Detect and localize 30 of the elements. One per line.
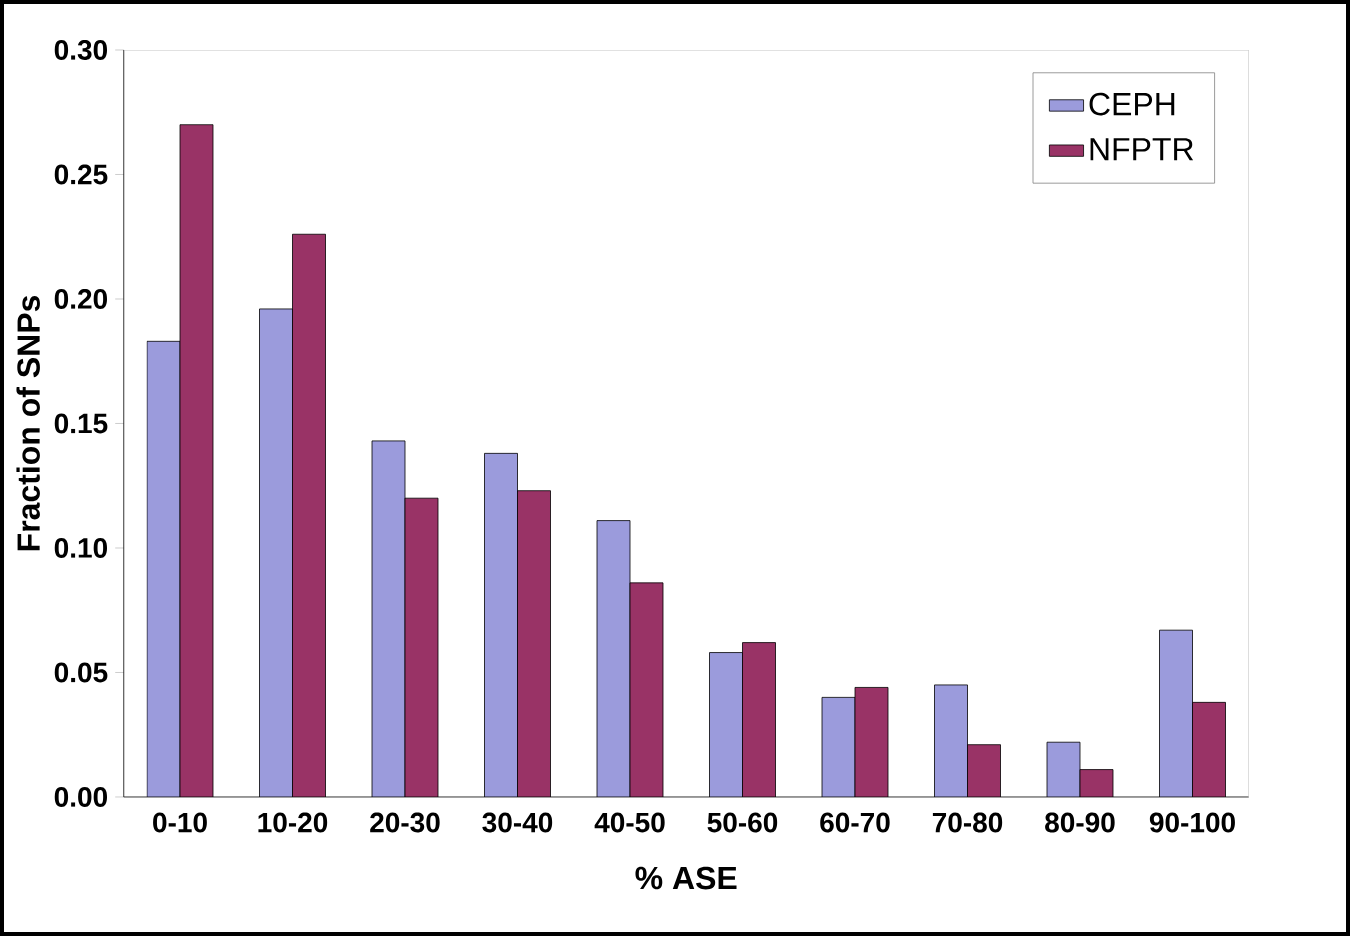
x-tick-label: 0-10 [153,812,207,833]
x-tick-label: 40-50 [594,812,665,833]
x-tick-label: 70-80 [932,812,1003,833]
y-tick-label: 0.30 [54,40,108,60]
bar [855,687,889,797]
x-tick-label: 60-70 [820,812,890,833]
x-tick-label: 10-20 [258,812,328,833]
y-tick-label: 0.10 [54,538,108,558]
legend-label: NFPTR [1090,138,1194,161]
bar [967,744,1001,797]
y-tick-label: 0.15 [54,413,108,434]
bar [292,234,326,797]
x-tick-label: 90-100 [1149,812,1235,833]
x-tick-label: 30-40 [482,812,553,833]
x-tick-label: 80-90 [1045,812,1115,833]
y-tick-label: 0.00 [54,787,108,807]
bar [742,642,776,797]
bar [517,490,551,797]
bar [1192,701,1226,797]
bar [180,124,213,797]
legend-label: CEPH [1089,92,1175,116]
bar [405,498,438,797]
x-tick-label: 20-30 [370,812,440,833]
y-tick-label: 0.20 [54,289,108,309]
y-tick-label: 0.25 [54,164,108,185]
y-tick-label: 0.05 [54,662,108,683]
x-tick-label: 50-60 [707,812,778,833]
y-axis-title: Fraction of SNPs [16,295,40,551]
x-axis-title: % ASE [635,866,737,890]
bar [630,582,664,797]
